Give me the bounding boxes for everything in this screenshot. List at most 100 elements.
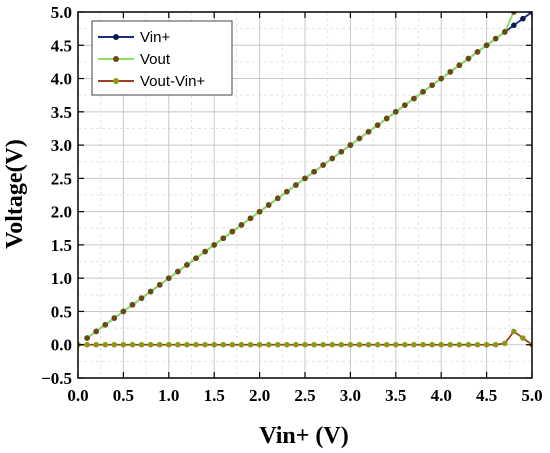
data-point bbox=[111, 341, 118, 348]
data-point bbox=[365, 341, 372, 348]
data-point bbox=[229, 341, 236, 348]
data-point bbox=[329, 341, 336, 348]
data-point bbox=[383, 341, 390, 348]
data-point bbox=[175, 341, 181, 348]
data-point bbox=[274, 341, 281, 348]
data-point bbox=[483, 341, 490, 348]
data-point bbox=[393, 341, 399, 348]
data-point bbox=[166, 341, 172, 348]
data-point bbox=[129, 302, 136, 308]
y-tick-label: 2.5 bbox=[51, 169, 72, 188]
data-point bbox=[156, 341, 163, 348]
data-point bbox=[483, 42, 490, 49]
data-point bbox=[356, 341, 363, 348]
data-point bbox=[520, 335, 526, 341]
data-point bbox=[438, 75, 445, 82]
data-point bbox=[465, 55, 472, 62]
data-point bbox=[238, 341, 245, 348]
x-tick-label: 2.5 bbox=[294, 386, 315, 405]
data-point bbox=[320, 341, 326, 348]
legend: Vin+ Vout Vout-Vin+ bbox=[91, 20, 233, 96]
x-tick-label: 0.0 bbox=[67, 386, 88, 405]
data-point bbox=[347, 341, 354, 348]
data-point bbox=[474, 49, 481, 55]
data-point bbox=[138, 341, 145, 348]
data-point bbox=[84, 341, 90, 348]
data-point bbox=[365, 128, 372, 135]
axis-ticks: 0.0 0.5 1.0 1.5 2.0 2.5 3.0 3.5 4.0 4.5 5.0−0.50.0… bbox=[41, 3, 543, 405]
data-point bbox=[184, 262, 190, 268]
data-point bbox=[311, 341, 317, 348]
data-point bbox=[438, 341, 445, 348]
data-point bbox=[347, 142, 354, 148]
data-point bbox=[492, 341, 499, 348]
legend-label: Vin+ bbox=[140, 29, 170, 46]
x-tick-label: 3.5 bbox=[385, 386, 406, 405]
y-tick-label: 0.0 bbox=[51, 336, 72, 355]
data-point bbox=[411, 95, 417, 102]
data-point bbox=[256, 341, 263, 348]
data-point bbox=[447, 341, 454, 348]
x-tick-label: 4.0 bbox=[431, 386, 452, 405]
legend-swatch-marker bbox=[113, 56, 119, 62]
x-tick-label: 1.5 bbox=[204, 386, 225, 405]
data-point bbox=[220, 341, 227, 348]
x-tick-label: 2.0 bbox=[249, 386, 270, 405]
data-point bbox=[274, 195, 281, 202]
data-point bbox=[520, 15, 526, 22]
data-point bbox=[138, 295, 145, 301]
data-point bbox=[265, 341, 272, 348]
data-point bbox=[302, 175, 308, 182]
data-point bbox=[147, 341, 154, 348]
data-point bbox=[265, 202, 272, 208]
data-point bbox=[193, 255, 199, 262]
data-point bbox=[247, 341, 254, 348]
data-point bbox=[166, 275, 172, 281]
data-point bbox=[456, 341, 463, 348]
y-tick-label: 3.5 bbox=[51, 103, 72, 122]
data-point bbox=[147, 288, 154, 295]
data-point bbox=[311, 168, 317, 175]
y-tick-label: −0.5 bbox=[41, 369, 72, 388]
legend-label: Vout-Vin+ bbox=[140, 73, 205, 90]
y-tick-label: 4.0 bbox=[51, 70, 72, 89]
data-point bbox=[284, 188, 290, 195]
data-point bbox=[411, 341, 417, 348]
data-point bbox=[356, 135, 363, 142]
data-point bbox=[393, 109, 399, 115]
data-point bbox=[456, 62, 463, 69]
x-axis-title: Vin+ (V) bbox=[259, 423, 348, 449]
data-point bbox=[501, 29, 508, 35]
data-point bbox=[247, 215, 254, 222]
data-point bbox=[474, 341, 481, 348]
data-point bbox=[338, 148, 345, 155]
y-tick-label: 1.0 bbox=[51, 269, 72, 288]
data-point bbox=[129, 341, 136, 348]
y-tick-label: 0.5 bbox=[51, 302, 72, 321]
data-point bbox=[511, 22, 517, 29]
data-point bbox=[84, 335, 90, 341]
data-point bbox=[284, 341, 290, 348]
data-point bbox=[93, 341, 99, 348]
data-point bbox=[492, 35, 499, 42]
x-tick-label: 4.5 bbox=[476, 386, 497, 405]
plot-series bbox=[78, 12, 532, 348]
data-point bbox=[302, 341, 308, 348]
data-point bbox=[220, 235, 227, 242]
data-point bbox=[256, 208, 263, 215]
data-point bbox=[193, 341, 199, 348]
data-point bbox=[420, 89, 426, 95]
data-point bbox=[429, 82, 435, 88]
y-tick-label: 4.5 bbox=[51, 36, 72, 55]
legend-swatch-marker bbox=[113, 78, 119, 84]
y-axis-title: Voltage(V) bbox=[2, 139, 28, 249]
data-point bbox=[511, 328, 517, 335]
data-point bbox=[156, 282, 163, 288]
data-point bbox=[111, 315, 118, 321]
series-1 bbox=[84, 12, 517, 341]
data-point bbox=[202, 341, 208, 348]
x-tick-label: 3.0 bbox=[340, 386, 361, 405]
data-point bbox=[447, 69, 454, 75]
